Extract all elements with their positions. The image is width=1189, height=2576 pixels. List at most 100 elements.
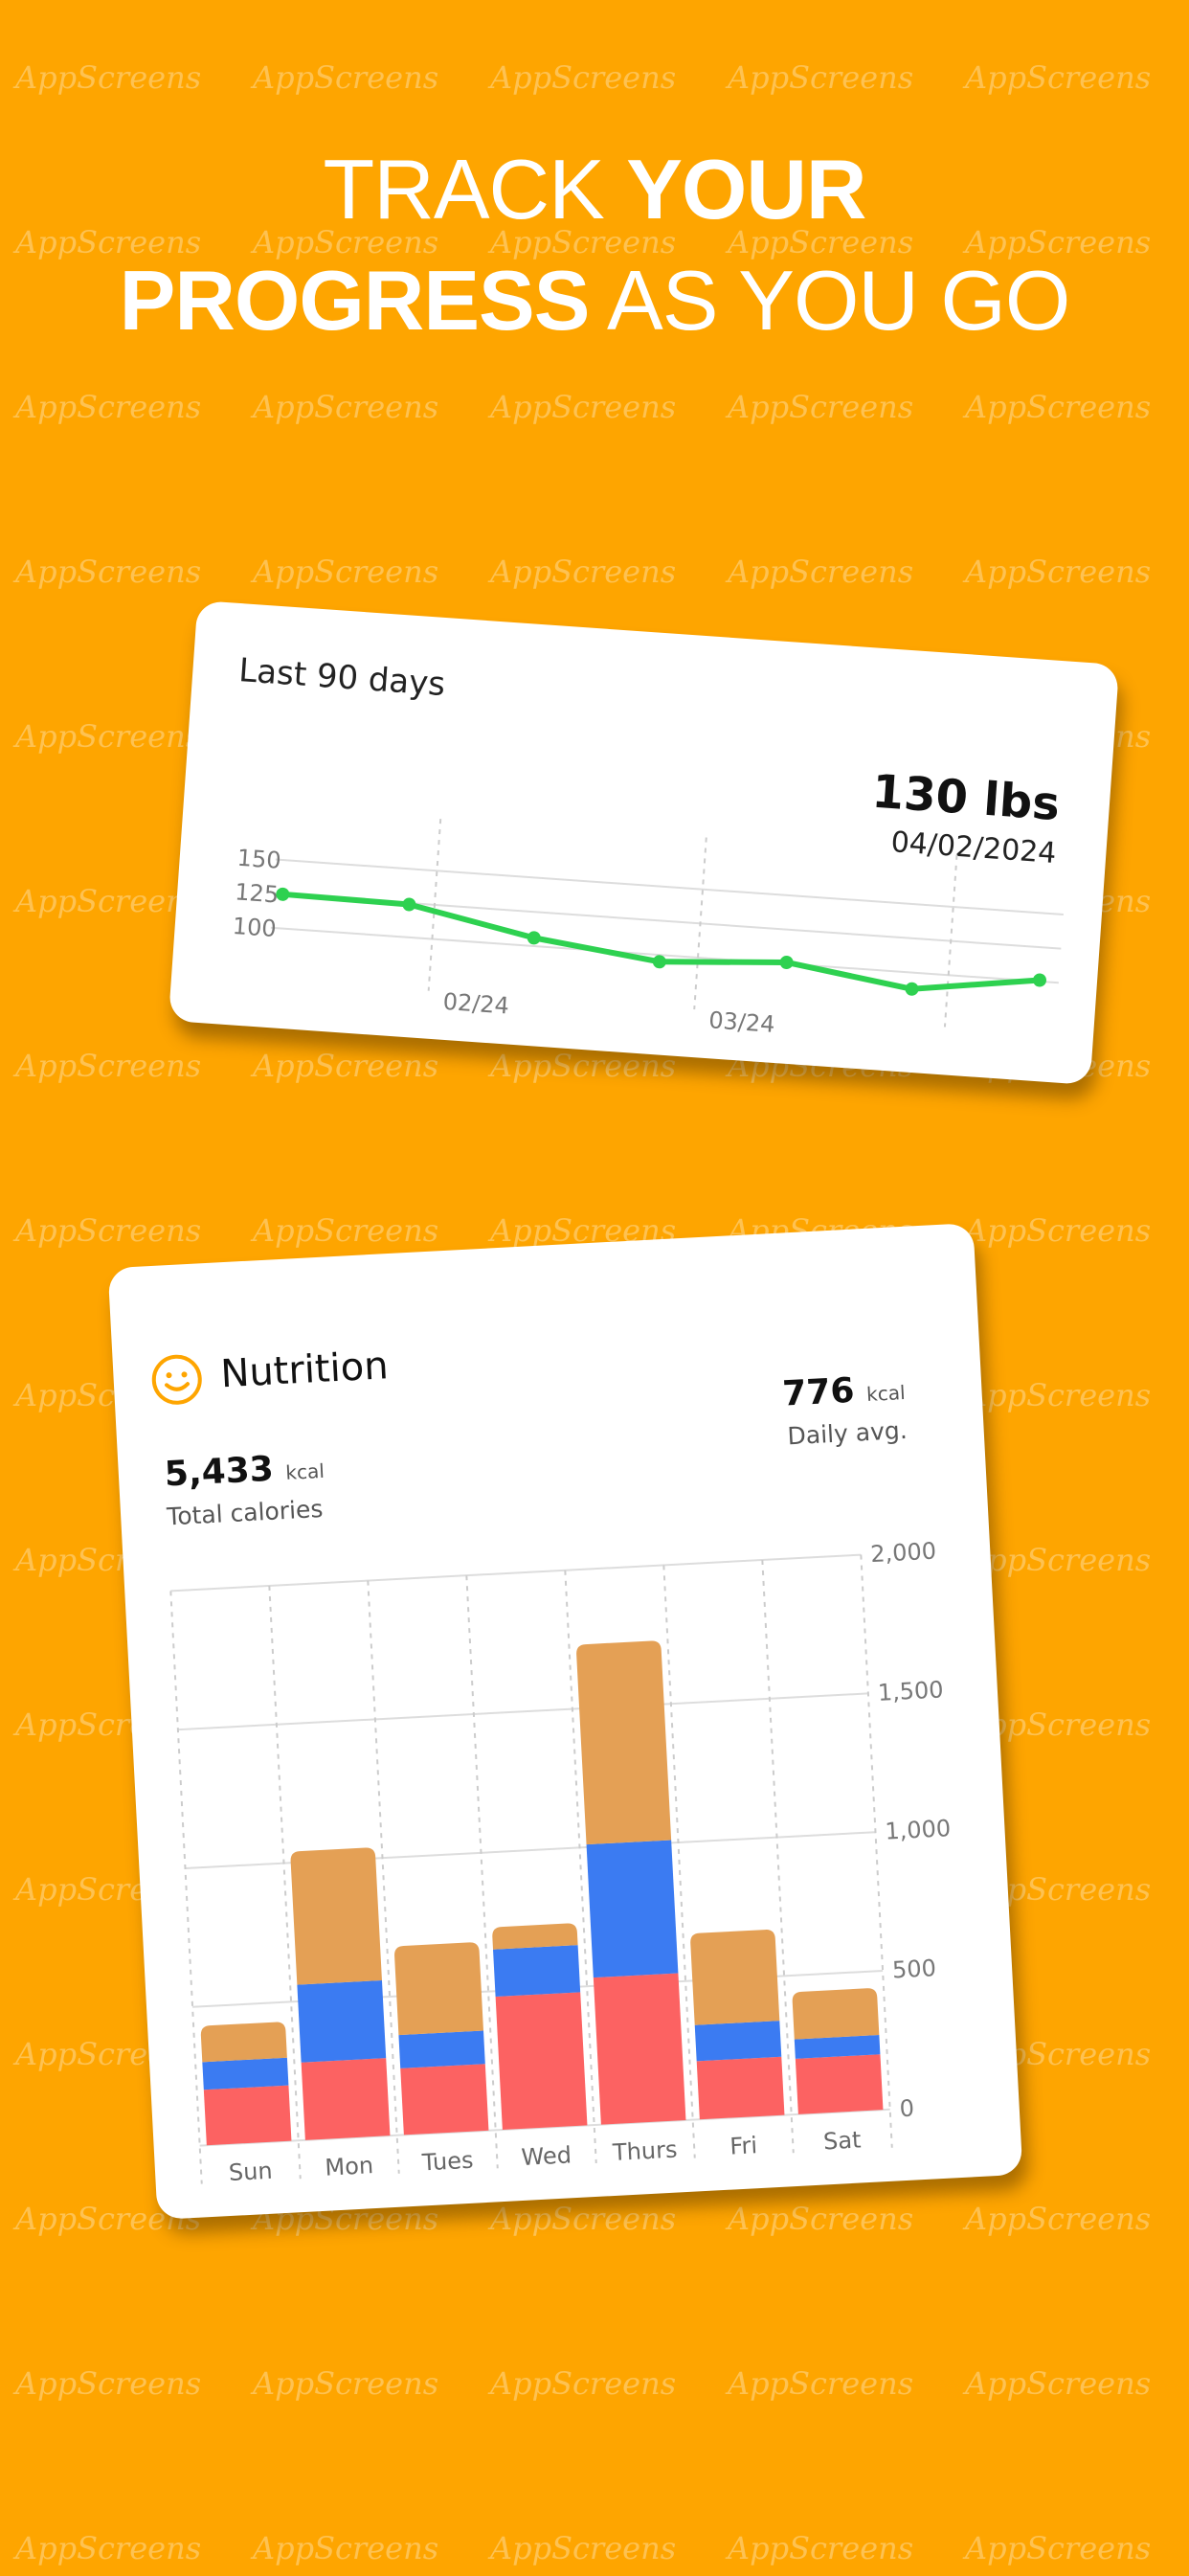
nutrition-x-tick: Wed: [521, 2141, 572, 2171]
nutrition-x-tick: Thurs: [611, 2136, 678, 2167]
weight-series-line: [282, 891, 1041, 992]
watermark-text: AppScreens: [728, 554, 914, 590]
nutrition-x-tick: Sun: [228, 2158, 273, 2186]
weight-x-tick: 03/24: [707, 1006, 775, 1038]
watermark-text: AppScreens: [15, 883, 202, 919]
weight-data-point: [527, 931, 541, 945]
watermark-row: AppScreens AppScreens AppScreens AppScreens…: [0, 554, 1189, 599]
weight-data-point: [905, 982, 919, 996]
weight-gridline: [270, 926, 1059, 984]
watermark-text: AppScreens: [253, 554, 439, 590]
watermark-text: AppScreens: [15, 1212, 202, 1249]
watermark-text: AppScreens: [965, 389, 1152, 425]
headline-line-1: TRACK YOUR: [323, 142, 867, 237]
watermark-text: AppScreens: [253, 1212, 439, 1249]
bar-segment-fat: [495, 1992, 588, 2131]
nutrition-bar-chart: 2,000 1,500 1,000 500 0 Sun Mon Tues Wed Thurs Fri…: [169, 1537, 952, 2186]
bar-segment-carbs: [792, 1988, 880, 2040]
watermark-text: AppScreens: [965, 554, 1152, 590]
watermark-row: AppScreens AppScreens AppScreens AppScreens…: [0, 224, 1189, 270]
weight-y-tick: 100: [232, 913, 278, 942]
bar-segment-protein: [202, 2057, 289, 2090]
nutrition-x-tick: Mon: [325, 2152, 374, 2181]
watermark-text: AppScreens: [728, 2201, 914, 2237]
watermark-text: AppScreens: [490, 2530, 677, 2566]
weight-vertical-gridline: [693, 837, 707, 1010]
weight-y-tick: 150: [236, 845, 282, 874]
watermark-row: AppScreens AppScreens AppScreens AppScreens…: [0, 389, 1189, 435]
nutrition-x-tick: Sat: [822, 2126, 862, 2155]
watermark-text: AppScreens: [965, 2530, 1152, 2566]
bar-segment-fat: [593, 1973, 686, 2125]
watermark-text: AppScreens: [490, 2365, 677, 2402]
watermark-text: AppScreens: [490, 59, 677, 96]
watermark-text: AppScreens: [490, 224, 677, 260]
watermark-text: AppScreens: [490, 554, 677, 590]
nutrition-y-tick: 0: [899, 2095, 915, 2123]
watermark-text: AppScreens: [15, 224, 202, 260]
watermark-text: AppScreens: [15, 59, 202, 96]
nutrition-vertical-gridline: [860, 1554, 893, 2148]
bar-segment-fat: [795, 2054, 884, 2114]
weight-data-point: [1032, 973, 1046, 987]
nutrition-vertical-gridline: [761, 1559, 795, 2154]
bar-segment-fat: [301, 2058, 391, 2140]
nutrition-vertical-gridline: [662, 1565, 696, 2158]
watermark-text: AppScreens: [253, 389, 439, 425]
nutrition-card[interactable]: Nutrition 5,433 kcal Total calories 776 …: [107, 1222, 1023, 2221]
bar-segment-protein: [794, 2034, 881, 2059]
nutrition-y-tick: 2,000: [870, 1537, 937, 1568]
watermark-text: AppScreens: [253, 1048, 439, 1084]
watermark-text: AppScreens: [965, 1212, 1152, 1249]
bar-segment-fat: [696, 2056, 785, 2120]
watermark-text: AppScreens: [728, 389, 914, 425]
watermark-text: AppScreens: [965, 2365, 1152, 2402]
weight-line-chart: 150 125 100 02/24 03/24: [232, 819, 1064, 1038]
nutrition-y-tick: 1,500: [877, 1676, 944, 1706]
nutrition-x-tick: Tues: [420, 2147, 474, 2177]
watermark-row: AppScreens AppScreens AppScreens AppScreens…: [0, 2530, 1189, 2576]
watermark-text: AppScreens: [15, 389, 202, 425]
nutrition-y-tick: 1,000: [885, 1815, 952, 1845]
weight-card[interactable]: Last 90 days 130 lbs 04/02/2024 150 125 10…: [168, 599, 1120, 1086]
nutrition-vertical-gridline: [169, 1591, 203, 2184]
weight-vertical-gridline: [427, 819, 442, 991]
headline: TRACK YOUR PROGRESS AS YOU GO: [0, 134, 1189, 356]
watermark-text: AppScreens: [253, 59, 439, 96]
bar-segment-carbs: [492, 1923, 578, 1950]
watermark-text: AppScreens: [15, 554, 202, 590]
watermark-text: AppScreens: [15, 718, 202, 755]
nutrition-gridline: [177, 1692, 868, 1731]
nutrition-gridline: [185, 1831, 876, 1869]
watermark-text: AppScreens: [965, 1542, 1152, 1578]
watermark-text: AppScreens: [15, 1048, 202, 1084]
watermark-text: AppScreens: [965, 224, 1152, 260]
weight-data-point: [402, 897, 416, 912]
nutrition-vertical-gridline: [465, 1575, 499, 2169]
weight-data-point: [779, 955, 794, 969]
watermark-text: AppScreens: [965, 59, 1152, 96]
bar-segment-protein: [297, 1979, 387, 2063]
watermark-text: AppScreens: [253, 224, 439, 260]
watermark-text: AppScreens: [965, 2201, 1152, 2237]
watermark-text: AppScreens: [728, 59, 914, 96]
bar-segment-protein: [586, 1840, 679, 1978]
nutrition-vertical-gridline: [564, 1570, 597, 2163]
weight-gridline: [275, 858, 1064, 916]
watermark-text: AppScreens: [15, 2530, 202, 2566]
nutrition-vertical-gridline: [268, 1585, 302, 2180]
watermark-text: AppScreens: [253, 2530, 439, 2566]
watermark-text: AppScreens: [253, 2365, 439, 2402]
nutrition-x-tick: Fri: [729, 2132, 758, 2159]
bar-segment-fat: [203, 2085, 292, 2146]
watermark-text: AppScreens: [728, 224, 914, 260]
bar-segment-carbs: [200, 2022, 287, 2063]
nutrition-gridline: [170, 1553, 862, 1593]
weight-vertical-gridline: [943, 854, 958, 1028]
watermark-row: AppScreens AppScreens AppScreens AppScreens…: [0, 59, 1189, 105]
weight-data-point: [652, 955, 666, 969]
bar-segment-carbs: [690, 1930, 780, 2025]
watermark-text: AppScreens: [728, 2530, 914, 2566]
smiley-icon: [151, 1354, 202, 1405]
